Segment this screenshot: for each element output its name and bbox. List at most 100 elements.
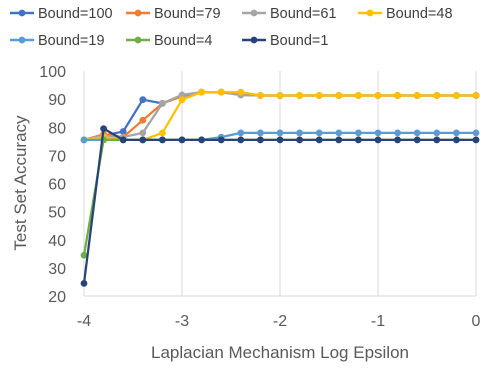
data-point (394, 136, 401, 144)
data-point (374, 92, 382, 99)
legend-swatch-marker (134, 9, 142, 17)
data-point (217, 88, 225, 96)
data-point (237, 129, 245, 137)
data-point (139, 96, 147, 104)
legend-swatch-marker (250, 36, 258, 44)
legend-item: Bound=48 (358, 6, 453, 22)
data-point (159, 136, 166, 144)
data-point (433, 136, 441, 144)
y-tick-label: 30 (48, 261, 66, 278)
legend-label: Bound=48 (386, 6, 453, 22)
legend-swatch-marker (18, 9, 26, 17)
legend-label: Bound=100 (38, 6, 113, 22)
legend-label: Bound=61 (270, 6, 337, 22)
y-tick-label: 50 (48, 205, 66, 222)
series-group (80, 88, 480, 287)
data-point (355, 129, 362, 137)
data-point (178, 96, 186, 104)
data-point (413, 92, 421, 99)
data-point (374, 129, 382, 137)
legend-label: Bound=4 (154, 33, 212, 49)
data-point (315, 129, 323, 137)
data-point (296, 92, 303, 99)
y-tick-label: 90 (48, 92, 66, 109)
legend-item: Bound=1 (242, 33, 328, 49)
x-tick-label: -4 (77, 313, 91, 330)
legend-label: Bound=19 (38, 33, 105, 49)
data-point (80, 251, 88, 259)
legend-swatch-marker (18, 36, 26, 44)
data-point (394, 129, 401, 137)
data-point (453, 136, 460, 144)
legend-item: Bound=4 (126, 33, 212, 49)
legend-label: Bound=79 (154, 6, 221, 22)
legend-swatch-marker (134, 36, 142, 44)
legend-swatch-marker (366, 9, 374, 17)
data-point (296, 136, 303, 144)
data-point (374, 136, 382, 144)
data-point (237, 136, 245, 144)
data-point (276, 136, 284, 144)
data-point (80, 279, 88, 287)
data-point (119, 136, 127, 144)
data-point (296, 129, 303, 137)
data-point (315, 136, 323, 144)
data-point (472, 92, 480, 99)
data-point (276, 92, 284, 99)
y-tick-label: 60 (48, 177, 66, 194)
data-point (139, 136, 147, 144)
legend-item: Bound=79 (126, 6, 221, 22)
data-point (472, 136, 480, 144)
legend-item: Bound=61 (242, 6, 337, 22)
x-tick-label: 0 (472, 313, 481, 330)
x-tick-label: -2 (273, 313, 287, 330)
data-point (433, 129, 441, 137)
y-tick-label: 70 (48, 148, 66, 165)
legend: Bound=100 Bound=79 Bound=61 Bound=48 Bound=1… (10, 6, 453, 49)
data-point (198, 136, 206, 144)
data-point (257, 136, 264, 144)
y-tick-label: 80 (48, 120, 66, 137)
data-point (355, 92, 362, 99)
y-tick-label: 100 (39, 64, 66, 81)
data-point (453, 129, 460, 137)
data-point (335, 129, 343, 137)
data-point (276, 129, 284, 137)
legend-label: Bound=1 (270, 33, 328, 49)
data-point (178, 136, 186, 144)
data-point (159, 129, 166, 137)
x-tick-label: -3 (175, 313, 189, 330)
data-point (198, 88, 206, 96)
x-axis-title: Laplacian Mechanism Log Epsilon (151, 343, 409, 362)
data-point (413, 129, 421, 137)
data-point (335, 136, 343, 144)
data-point (237, 88, 245, 96)
data-point (119, 128, 127, 135)
data-point (139, 129, 147, 137)
series-bound-1 (80, 125, 480, 287)
y-axis-title: Test Set Accuracy (11, 115, 30, 251)
data-point (80, 136, 88, 144)
data-point (472, 129, 480, 137)
data-point (355, 136, 362, 144)
y-tick-label: 40 (48, 233, 66, 250)
data-point (394, 92, 401, 99)
data-point (178, 91, 186, 99)
data-point (100, 125, 107, 133)
data-point (139, 116, 147, 124)
data-point (257, 92, 264, 99)
data-point (453, 92, 460, 99)
data-point (433, 92, 441, 99)
data-point (413, 136, 421, 144)
data-point (257, 129, 264, 137)
y-axis-ticks: 20 30 40 50 60 70 80 90 100 (39, 64, 66, 306)
data-point (217, 136, 225, 144)
legend-item: Bound=19 (10, 33, 105, 49)
x-tick-label: -1 (371, 313, 385, 330)
data-point (335, 92, 343, 99)
y-tick-label: 20 (48, 289, 66, 306)
x-axis-ticks: -4 -3 -2 -1 0 (77, 313, 481, 330)
legend-swatch-marker (250, 9, 258, 17)
